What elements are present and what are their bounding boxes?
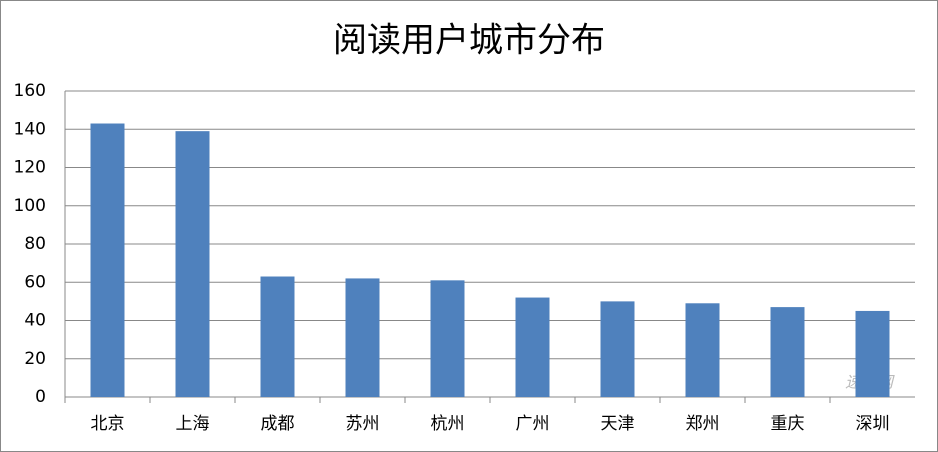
bar xyxy=(430,280,465,397)
y-tick-label: 100 xyxy=(14,196,46,216)
x-tick-label: 成都 xyxy=(261,414,295,434)
chart-title: 阅读用户城市分布 xyxy=(333,21,605,61)
bar xyxy=(90,123,125,397)
x-tick-label: 郑州 xyxy=(686,414,720,434)
x-tick-label: 天津 xyxy=(601,414,635,434)
y-tick-label: 0 xyxy=(35,387,46,407)
x-tick-label: 广州 xyxy=(516,414,550,434)
y-tick-label: 140 xyxy=(14,119,46,139)
bar xyxy=(175,131,210,397)
y-tick-label: 20 xyxy=(24,349,46,369)
x-tick-label: 北京 xyxy=(91,414,125,434)
y-tick-label: 40 xyxy=(24,311,46,331)
bar xyxy=(600,301,635,397)
bar xyxy=(855,310,890,397)
y-tick-label: 60 xyxy=(24,272,46,292)
x-tick-label: 重庆 xyxy=(771,414,805,434)
y-tick-label: 80 xyxy=(24,234,46,254)
bar xyxy=(260,276,295,397)
bar xyxy=(770,307,805,397)
bar xyxy=(515,297,550,397)
y-tick-label: 120 xyxy=(14,158,46,178)
x-tick-label: 深圳 xyxy=(856,414,890,434)
bar xyxy=(345,278,380,397)
x-tick-label: 杭州 xyxy=(431,414,465,434)
x-tick-label: 上海 xyxy=(176,414,210,434)
bar xyxy=(685,303,720,397)
y-tick-label: 160 xyxy=(14,81,46,101)
x-tick-label: 苏州 xyxy=(346,414,380,434)
